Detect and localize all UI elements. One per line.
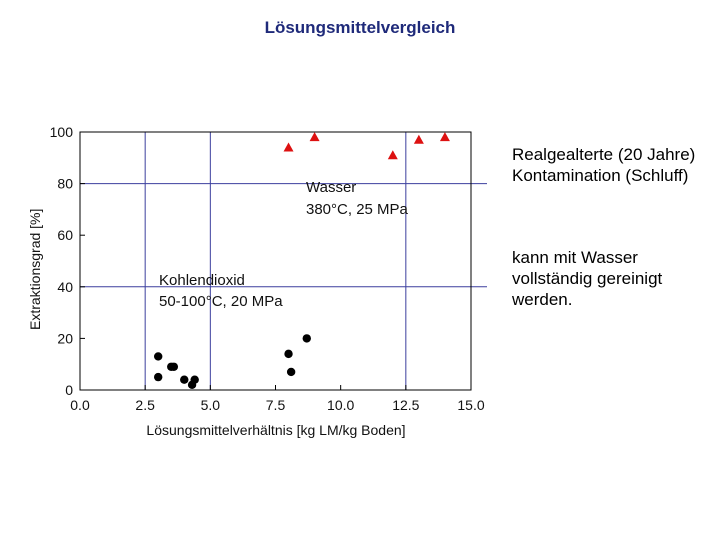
marker-series-0-point-2 bbox=[387, 150, 398, 160]
x-tick-label-5: 12.5 bbox=[392, 397, 419, 413]
marker-series-1-point-0 bbox=[154, 352, 163, 361]
y-tick-label-0: 0 bbox=[65, 382, 73, 398]
x-axis-ticks: 0.0 2.5 5.0 7.5 10.0 12.5 15.0 bbox=[70, 385, 485, 413]
y-axis-label: Extraktionsgrad [%] bbox=[27, 209, 43, 330]
x-tick-label-3: 7.5 bbox=[266, 397, 286, 413]
side-text-conclusion: kann mit Wasser vollständig gereinigt we… bbox=[512, 248, 663, 309]
marker-series-0-point-4 bbox=[439, 132, 450, 142]
annotation-water-line1: Wasser bbox=[306, 179, 356, 196]
marker-series-1-point-6 bbox=[190, 375, 199, 384]
annotation-co2-line2: 50-100°C, 20 MPa bbox=[159, 293, 283, 310]
marker-series-1-point-4 bbox=[180, 375, 189, 384]
annotation-water-line2: 380°C, 25 MPa bbox=[306, 201, 409, 218]
x-tick-label-1: 2.5 bbox=[135, 397, 155, 413]
y-tick-label-3: 60 bbox=[57, 227, 73, 243]
x-tick-label-2: 5.0 bbox=[201, 397, 221, 413]
marker-series-0-point-1 bbox=[309, 132, 320, 142]
marker-series-0-point-0 bbox=[283, 142, 294, 152]
marker-series-1-point-3 bbox=[169, 362, 179, 371]
y-tick-label-2: 40 bbox=[57, 279, 73, 295]
marker-series-1-point-7 bbox=[284, 349, 293, 359]
y-tick-label-5: 100 bbox=[50, 124, 74, 140]
marker-series-1-point-1 bbox=[154, 372, 163, 382]
y-tick-label-1: 20 bbox=[57, 330, 73, 346]
y-axis-ticks: 0 20 40 60 80 100 bbox=[50, 124, 85, 398]
plot-frame bbox=[79, 131, 472, 391]
x-tick-label-0: 0.0 bbox=[70, 397, 90, 413]
x-tick-label-4: 10.0 bbox=[327, 397, 354, 413]
marker-series-0-point-3 bbox=[413, 134, 424, 144]
marker-series-1-point-8 bbox=[286, 367, 296, 377]
annotation-co2-line1: Kohlendioxid bbox=[159, 272, 245, 289]
chart-markers bbox=[154, 132, 450, 390]
y-tick-label-4: 80 bbox=[57, 176, 73, 192]
x-axis-label: Lösungsmittelverhältnis [kg LM/kg Boden] bbox=[146, 422, 405, 438]
slide-title: Lösungsmittelvergleich bbox=[264, 18, 456, 37]
side-text-contamination: Realgealterte (20 Jahre) Kontamination (… bbox=[512, 145, 696, 185]
chart-grid bbox=[80, 132, 487, 390]
x-tick-label-6: 15.0 bbox=[457, 397, 484, 413]
marker-series-1-point-9 bbox=[302, 334, 311, 343]
